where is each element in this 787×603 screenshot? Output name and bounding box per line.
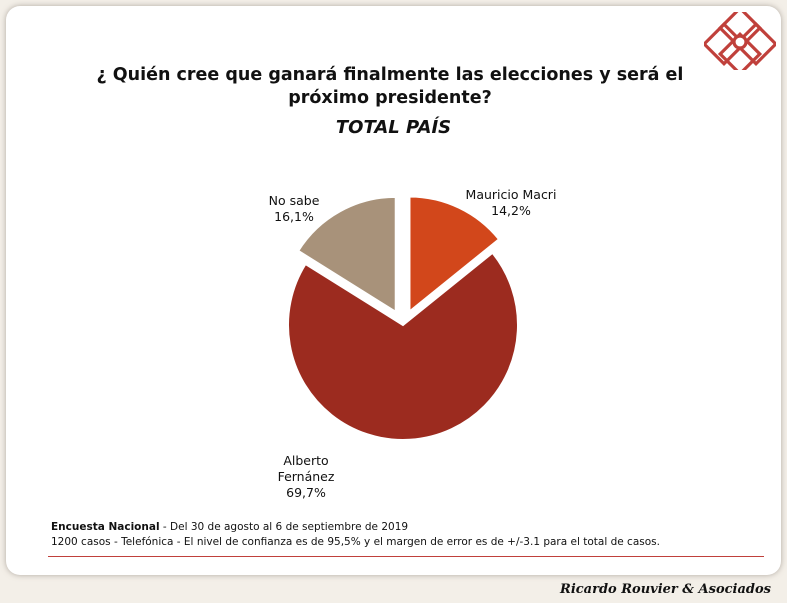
pie-slice-1 xyxy=(287,251,519,441)
pie-slice-label-2: No sabe xyxy=(269,193,320,208)
brand-name: Ricardo Rouvier & Asociados xyxy=(560,582,771,597)
pie-slice-label-1: Alberto xyxy=(283,453,328,468)
footnote-line-1: Encuesta Nacional - Del 30 de agosto al … xyxy=(51,520,771,535)
footnote-line-2: 1200 casos - Telefónica - El nivel de co… xyxy=(51,536,660,548)
footnote-dates: - Del 30 de agosto al 6 de septiembre de… xyxy=(159,521,409,533)
pie-slice-0 xyxy=(408,195,501,314)
pie-slice-2 xyxy=(296,195,397,314)
pie-slice-value-1: 69,7% xyxy=(286,485,326,500)
footnote-survey-name: Encuesta Nacional xyxy=(51,521,160,533)
pie-slice-value-0: 14,2% xyxy=(491,203,531,218)
company-logo-icon xyxy=(704,12,776,70)
pie-slice-label-1: Fernánez xyxy=(278,469,335,484)
chart-subtitle: TOTAL PAÍS xyxy=(335,117,452,138)
footer-divider xyxy=(48,556,764,557)
pie-slice-label-0: Mauricio Macri xyxy=(466,187,557,202)
chart-title: ¿ Quién cree que ganará finalmente las e… xyxy=(96,65,684,108)
footnote: Encuesta Nacional - Del 30 de agosto al … xyxy=(51,520,771,550)
pie-slice-value-2: 16,1% xyxy=(274,209,314,224)
